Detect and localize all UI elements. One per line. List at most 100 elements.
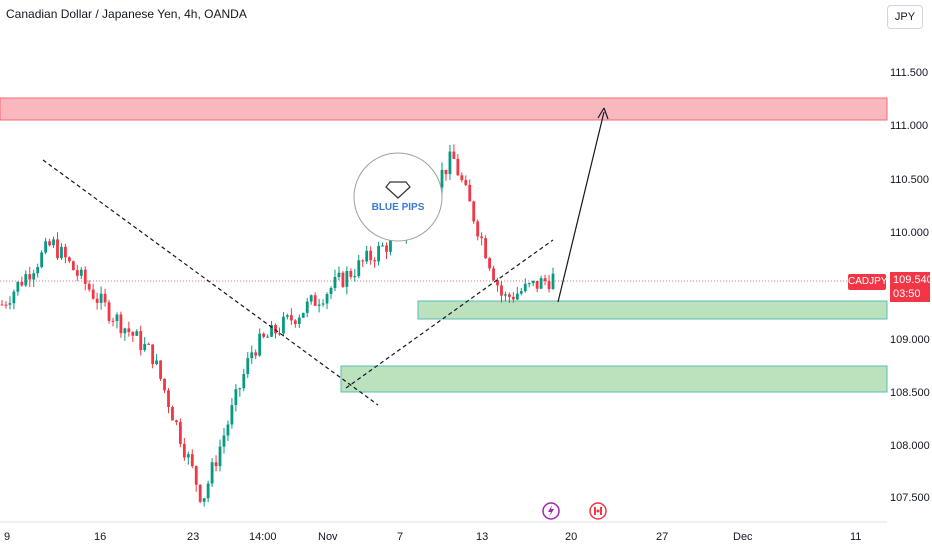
y-tick: 108.500 xyxy=(890,387,930,399)
candle-body xyxy=(309,295,313,302)
candle-body xyxy=(64,246,67,258)
candle-body xyxy=(135,331,139,336)
candle-body xyxy=(535,280,539,289)
candle-body xyxy=(171,407,174,421)
candle-body xyxy=(194,466,198,485)
candle-body xyxy=(262,333,266,337)
lightning-icon[interactable] xyxy=(542,502,560,520)
time-axis[interactable]: 9 16 23 14:00 Nov 7 13 20 27 Dec 11 xyxy=(4,531,861,543)
candle-body xyxy=(222,435,226,447)
candle-body xyxy=(460,175,464,181)
candle-body xyxy=(48,241,51,246)
candle-body xyxy=(357,260,361,277)
candle-body xyxy=(111,320,115,322)
candle-body xyxy=(4,304,8,306)
y-tick: 111.000 xyxy=(890,120,928,132)
x-tick: Dec xyxy=(733,531,753,543)
candle-body xyxy=(282,316,285,334)
candle-body xyxy=(218,446,222,467)
candle-body xyxy=(242,373,246,389)
candle-body xyxy=(52,239,55,246)
candle-body xyxy=(305,301,309,313)
countdown: 03:50 xyxy=(893,288,921,300)
logo: BLUE PIPS xyxy=(353,152,443,242)
candle-body xyxy=(198,484,202,502)
candle-body xyxy=(266,336,269,338)
candle-body xyxy=(127,328,131,333)
x-tick: 23 xyxy=(187,531,199,543)
x-tick: 11 xyxy=(850,531,861,543)
candle-body xyxy=(12,291,16,304)
candle-body xyxy=(527,283,531,285)
candle-body xyxy=(99,293,103,303)
candle-body xyxy=(507,294,511,297)
diamond-icon xyxy=(385,181,411,199)
candle-body xyxy=(476,221,480,237)
candle-body xyxy=(500,285,503,296)
resistance-zone xyxy=(0,97,888,121)
candle-body xyxy=(147,343,151,345)
last-price-value: 109.540 xyxy=(893,274,932,286)
candle-body xyxy=(28,274,32,280)
candle-body xyxy=(523,283,527,292)
arrow-head-icon xyxy=(597,107,609,120)
candle-body xyxy=(36,267,40,274)
symbol-tag: CADJPY xyxy=(848,274,887,290)
candle-body xyxy=(440,169,444,188)
candle-body xyxy=(91,289,95,299)
candle-body xyxy=(369,250,373,261)
candle-body xyxy=(155,360,158,365)
x-tick: 14:00 xyxy=(249,531,277,543)
currency-button[interactable]: JPY xyxy=(887,5,923,29)
x-tick: 13 xyxy=(476,531,488,543)
candle-body xyxy=(365,250,369,262)
candle-body xyxy=(464,180,468,185)
candle-body xyxy=(286,315,289,317)
candle-body xyxy=(278,333,281,335)
x-tick: 7 xyxy=(397,531,403,543)
candle-body xyxy=(337,272,341,277)
y-tick: 109.000 xyxy=(890,334,930,346)
candle-body xyxy=(539,278,543,289)
candle-body xyxy=(274,324,277,334)
candle-body xyxy=(234,389,238,406)
candle-body xyxy=(519,291,523,294)
candle-body xyxy=(143,343,147,351)
candle-body xyxy=(32,273,36,280)
candle-body xyxy=(71,261,75,271)
candle-body xyxy=(472,201,476,222)
candle-body xyxy=(107,302,111,321)
candle-body xyxy=(353,276,357,278)
candle-body xyxy=(123,328,127,334)
candle-body xyxy=(325,294,329,304)
y-tick: 110.500 xyxy=(890,174,929,186)
candle-body xyxy=(511,296,515,300)
y-tick: 107.500 xyxy=(890,492,930,504)
candle-body xyxy=(131,332,135,336)
candle-body xyxy=(178,422,182,444)
candle-body xyxy=(329,288,333,295)
candle-body xyxy=(115,314,119,322)
downtrend-line[interactable] xyxy=(42,159,379,406)
uptrend-line[interactable] xyxy=(345,239,554,389)
candle-body xyxy=(167,390,170,408)
candle-body xyxy=(484,238,488,259)
candle-body xyxy=(361,260,365,262)
candle-body xyxy=(87,283,91,290)
price-axis[interactable]: 111.500 111.000 110.500 110.000 109.000 … xyxy=(890,67,930,504)
candle-body xyxy=(341,272,345,287)
projection-arrow[interactable] xyxy=(557,111,605,303)
candle-body xyxy=(60,246,63,259)
candle-body xyxy=(349,270,353,277)
candle-body xyxy=(377,245,380,262)
candle-body xyxy=(488,258,491,269)
candle-body xyxy=(321,303,325,305)
candle-body xyxy=(95,298,99,303)
candle-body xyxy=(468,184,472,202)
candle-body xyxy=(67,257,71,262)
candle-body xyxy=(270,324,273,337)
canada-flag-icon[interactable] xyxy=(589,502,607,520)
candle-body xyxy=(24,274,28,286)
candle-body xyxy=(16,281,20,292)
